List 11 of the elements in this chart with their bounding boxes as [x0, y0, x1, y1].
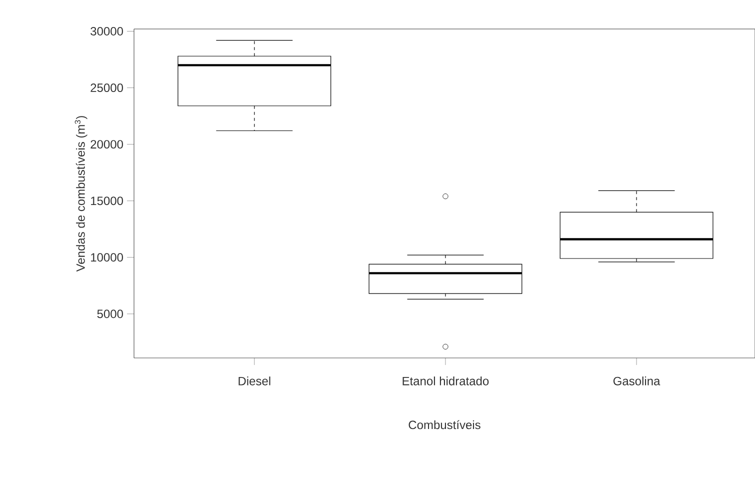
y-tick-label: 20000 [90, 140, 123, 149]
y-tick-label: 25000 [90, 84, 123, 92]
x-tick-label: Diesel [238, 376, 270, 386]
x-tick-label: Etanol hidratado [402, 376, 489, 386]
y-tick-label: 10000 [91, 253, 123, 262]
y-axis-title: Vendas de combustíveis (m$^{3}$) [74, 116, 88, 272]
y-tick-label: 30000 [90, 27, 123, 36]
x-axis-title: Combustíveis [408, 420, 480, 430]
y-tick-label: 5000 [97, 310, 124, 318]
y-tick-label: 15000 [91, 196, 123, 206]
x-tick-label: Gasolina [613, 376, 660, 386]
